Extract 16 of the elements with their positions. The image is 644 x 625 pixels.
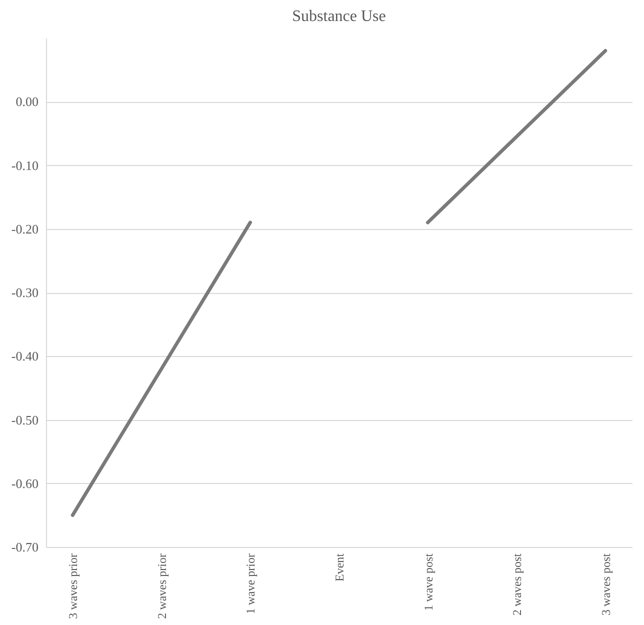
- y-tick-label: -0.70: [11, 540, 38, 554]
- y-tick-label: -0.60: [11, 476, 38, 491]
- x-tick-label: 3 waves post: [598, 552, 613, 616]
- y-tick-label: -0.20: [11, 221, 38, 236]
- x-tick-label: 1 wave post: [421, 552, 436, 611]
- y-tick-label: -0.40: [11, 348, 38, 364]
- x-tick-label: 1 wave prior: [244, 554, 258, 614]
- x-tick-label: 3 waves prior: [66, 554, 80, 619]
- x-tick-label: 2 waves post: [510, 552, 524, 616]
- y-tick-label: -0.30: [11, 285, 38, 300]
- y-tick-label: -0.10: [11, 158, 38, 173]
- x-tick-label: 2 waves prior: [154, 554, 169, 619]
- y-tick-label: -0.50: [11, 412, 38, 428]
- chart-title: Substance Use: [292, 8, 386, 25]
- x-tick-label: Event: [332, 552, 346, 582]
- y-tick-label: 0.00: [16, 94, 38, 110]
